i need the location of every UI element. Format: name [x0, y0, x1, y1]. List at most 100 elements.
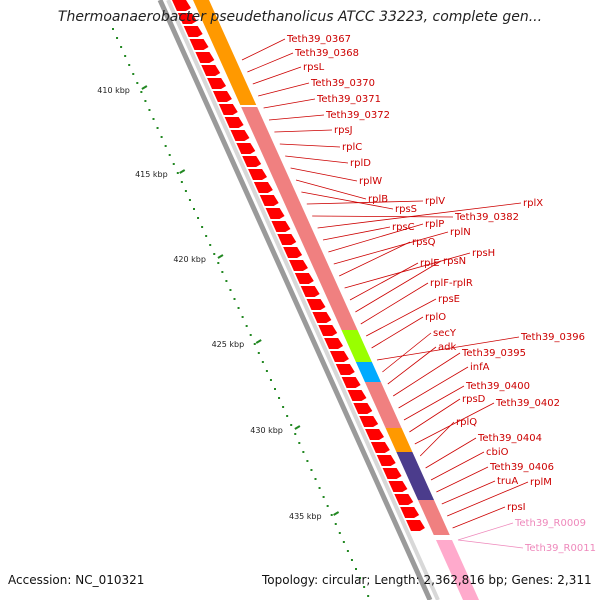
- gene-label[interactable]: Teth39_0382: [454, 212, 519, 223]
- gene-block-blue: [355, 362, 381, 382]
- ruler-minor-tick: [261, 361, 264, 363]
- gene-label[interactable]: Teth39_0402: [495, 398, 560, 409]
- gene-label[interactable]: infA: [470, 362, 490, 373]
- gene-label[interactable]: Teth39_0371: [316, 94, 381, 105]
- gene-label[interactable]: rplQ: [456, 417, 477, 428]
- gene-label[interactable]: Teth39_0370: [310, 78, 375, 89]
- ruler-minor-tick: [197, 217, 200, 219]
- gene-label[interactable]: rplW: [359, 176, 382, 187]
- cds-arrow: [248, 169, 267, 180]
- leader-line: [295, 179, 367, 200]
- gene-label[interactable]: rpsI: [507, 502, 526, 513]
- gene-label[interactable]: rplB: [368, 194, 388, 205]
- gene-label[interactable]: Teth39_0396: [520, 332, 585, 343]
- ruler-minor-tick: [148, 109, 151, 111]
- leader-line: [425, 437, 477, 469]
- ruler-minor-tick: [265, 370, 268, 372]
- gene-label[interactable]: Teth39_0404: [477, 433, 542, 444]
- map-title: Thermoanaerobacter pseudethanolicus ATCC…: [57, 9, 543, 25]
- gene-label[interactable]: rpsC: [392, 222, 415, 233]
- gene-label[interactable]: rplD: [350, 158, 371, 169]
- accession-text: Accession: NC_010321: [8, 573, 145, 587]
- leader-line: [382, 332, 432, 373]
- gene-label[interactable]: rplE: [420, 258, 440, 269]
- leader-line: [306, 200, 424, 205]
- leader-line: [258, 82, 310, 97]
- leader-line: [457, 522, 514, 541]
- gene-label[interactable]: rplO: [425, 312, 446, 323]
- gene-labels: Teth39_0367 Teth39_0368 rpsL Teth39_0370 Tet…: [286, 34, 596, 554]
- leader-line: [274, 129, 333, 133]
- gene-label[interactable]: adk: [438, 342, 456, 353]
- ruler-minor-tick: [346, 550, 349, 552]
- gene-label[interactable]: rpsS: [395, 204, 417, 215]
- ruler-minor-tick: [120, 46, 123, 48]
- cds-arrow: [207, 78, 227, 89]
- gene-label[interactable]: Teth39_0395: [461, 348, 526, 359]
- gene-label[interactable]: Teth39_0368: [294, 48, 359, 59]
- gene-label[interactable]: rplF-rplR: [430, 278, 473, 289]
- cds-arrow: [212, 91, 232, 102]
- gene-label[interactable]: truA: [497, 476, 518, 487]
- cds-arrow: [324, 338, 344, 349]
- gene-label[interactable]: rpsE: [438, 294, 460, 305]
- cds-arrow: [370, 442, 390, 453]
- ruler-minor-tick: [233, 298, 236, 300]
- ruler-minor-tick: [128, 64, 131, 66]
- ruler-minor-tick: [257, 352, 260, 354]
- gene-label[interactable]: rplC: [342, 142, 362, 153]
- cds-arrow: [394, 494, 414, 505]
- gene-label[interactable]: rplM: [530, 477, 552, 488]
- ruler-minor-tick: [253, 343, 256, 345]
- leader-line: [312, 215, 454, 218]
- gene-label[interactable]: rpsD: [462, 394, 486, 405]
- ruler-minor-tick: [363, 586, 366, 588]
- gene-label[interactable]: rpsQ: [412, 237, 436, 248]
- leader-line: [301, 191, 394, 210]
- gene-label[interactable]: Teth39_0406: [489, 462, 554, 473]
- ruler-minor-tick: [294, 433, 297, 435]
- gene-label[interactable]: Teth39_R0009: [514, 518, 586, 529]
- gene-label[interactable]: rpsN: [443, 256, 466, 267]
- ruler-minor-tick: [359, 577, 362, 579]
- cds-arrow: [201, 65, 221, 76]
- leader-line: [387, 346, 437, 385]
- gene-label[interactable]: rplV: [425, 196, 445, 207]
- leader-line: [328, 223, 424, 253]
- ruler-minor-tick: [355, 568, 357, 570]
- ruler-minor-tick: [116, 37, 119, 39]
- ruler-minor-tick: [310, 469, 313, 471]
- ruler-minor-tick: [144, 100, 147, 102]
- cds-arrow: [312, 312, 332, 323]
- cds-arrow: [347, 390, 367, 401]
- genome-backbone: [157, 0, 440, 600]
- leader-line: [398, 366, 469, 409]
- ruler-minor-tick: [168, 154, 171, 156]
- ruler-minor-tick: [269, 379, 272, 381]
- cds-arrow: [318, 325, 338, 336]
- ruler-major-tick: [255, 339, 262, 344]
- gene-label[interactable]: Teth39_R0011: [524, 543, 596, 554]
- ruler-minor-tick: [249, 334, 252, 336]
- ruler-minor-tick: [172, 163, 175, 165]
- cds-arrow: [376, 455, 396, 466]
- gene-label[interactable]: rplP: [425, 219, 444, 230]
- gene-label[interactable]: rpsJ: [334, 125, 353, 136]
- ruler-minor-tick: [188, 199, 191, 201]
- gene-label[interactable]: secY: [433, 328, 457, 339]
- cds-arrow: [382, 468, 402, 479]
- ruler-minor-tick: [286, 415, 289, 417]
- gene-label[interactable]: Teth39_0400: [465, 381, 530, 392]
- gene-label[interactable]: rpsH: [472, 248, 495, 259]
- cds-arrow: [388, 481, 408, 492]
- ruler-minor-tick: [132, 73, 135, 75]
- gene-block-orange: [385, 428, 413, 452]
- gene-label[interactable]: rpsL: [303, 62, 325, 73]
- gene-label[interactable]: Teth39_0367: [286, 34, 351, 45]
- gene-label[interactable]: rplX: [523, 198, 543, 209]
- cds-arrow: [189, 39, 209, 50]
- gene-label[interactable]: cbiO: [486, 447, 509, 458]
- gene-label[interactable]: Teth39_0372: [325, 110, 390, 121]
- gene-label[interactable]: rplN: [450, 227, 471, 238]
